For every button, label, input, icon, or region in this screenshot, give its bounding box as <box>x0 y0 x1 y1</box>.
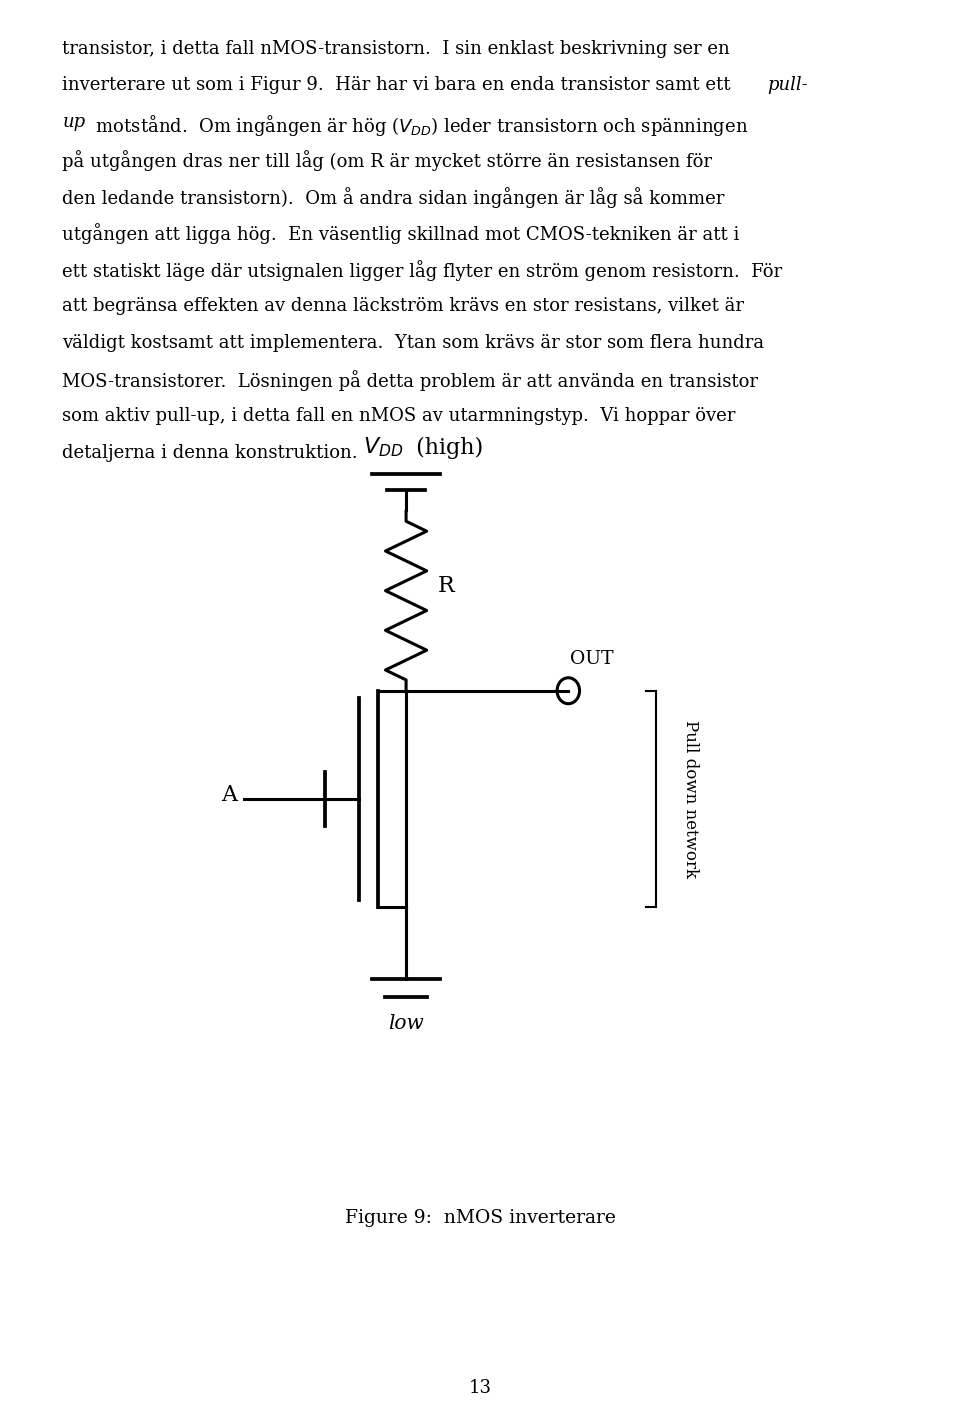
Text: 13: 13 <box>468 1379 492 1397</box>
Text: A: A <box>222 785 238 806</box>
Text: Pull down network: Pull down network <box>682 720 699 878</box>
Text: OUT: OUT <box>569 649 613 667</box>
Text: transistor, i detta fall nMOS-transistorn.  I sin enklast beskrivning ser en: transistor, i detta fall nMOS-transistor… <box>62 40 731 58</box>
Text: väldigt kostsamt att implementera.  Ytan som krävs är stor som flera hundra: väldigt kostsamt att implementera. Ytan … <box>62 334 764 352</box>
Text: up: up <box>62 113 85 132</box>
Text: på utgången dras ner till låg (om R är mycket större än resistansen för: på utgången dras ner till låg (om R är m… <box>62 150 712 171</box>
Text: utgången att ligga hög.  En väsentlig skillnad mot CMOS-tekniken är att i: utgången att ligga hög. En väsentlig ski… <box>62 223 740 245</box>
Text: Figure 9:  nMOS inverterare: Figure 9: nMOS inverterare <box>345 1209 615 1227</box>
Text: ett statiskt läge där utsignalen ligger låg flyter en ström genom resistorn.  Fö: ett statiskt läge där utsignalen ligger … <box>62 260 782 281</box>
Text: inverterare ut som i Figur 9.  Här har vi bara en enda transistor samt ett: inverterare ut som i Figur 9. Här har vi… <box>62 76 736 95</box>
Text: MOS-transistorer.  Lösningen på detta problem är att använda en transistor: MOS-transistorer. Lösningen på detta pro… <box>62 370 758 392</box>
Text: den ledande transistorn).  Om å andra sidan ingången är låg så kommer: den ledande transistorn). Om å andra sid… <box>62 187 725 208</box>
Text: pull-: pull- <box>767 76 807 95</box>
Text: $V_{DD}$: $V_{DD}$ <box>363 436 403 458</box>
Text: R: R <box>438 575 454 597</box>
Text: low: low <box>388 1014 424 1032</box>
Text: motstånd.  Om ingången är hög ($V_{DD}$) leder transistorn och spänningen: motstånd. Om ingången är hög ($V_{DD}$) … <box>90 113 749 139</box>
Text: detaljerna i denna konstruktion.: detaljerna i denna konstruktion. <box>62 444 358 462</box>
Text: som aktiv pull-up, i detta fall en nMOS av utarmningstyp.  Vi hoppar över: som aktiv pull-up, i detta fall en nMOS … <box>62 407 735 426</box>
Text: att begränsa effekten av denna läckström krävs en stor resistans, vilket är: att begränsa effekten av denna läckström… <box>62 297 744 315</box>
Text: (high): (high) <box>409 437 484 458</box>
